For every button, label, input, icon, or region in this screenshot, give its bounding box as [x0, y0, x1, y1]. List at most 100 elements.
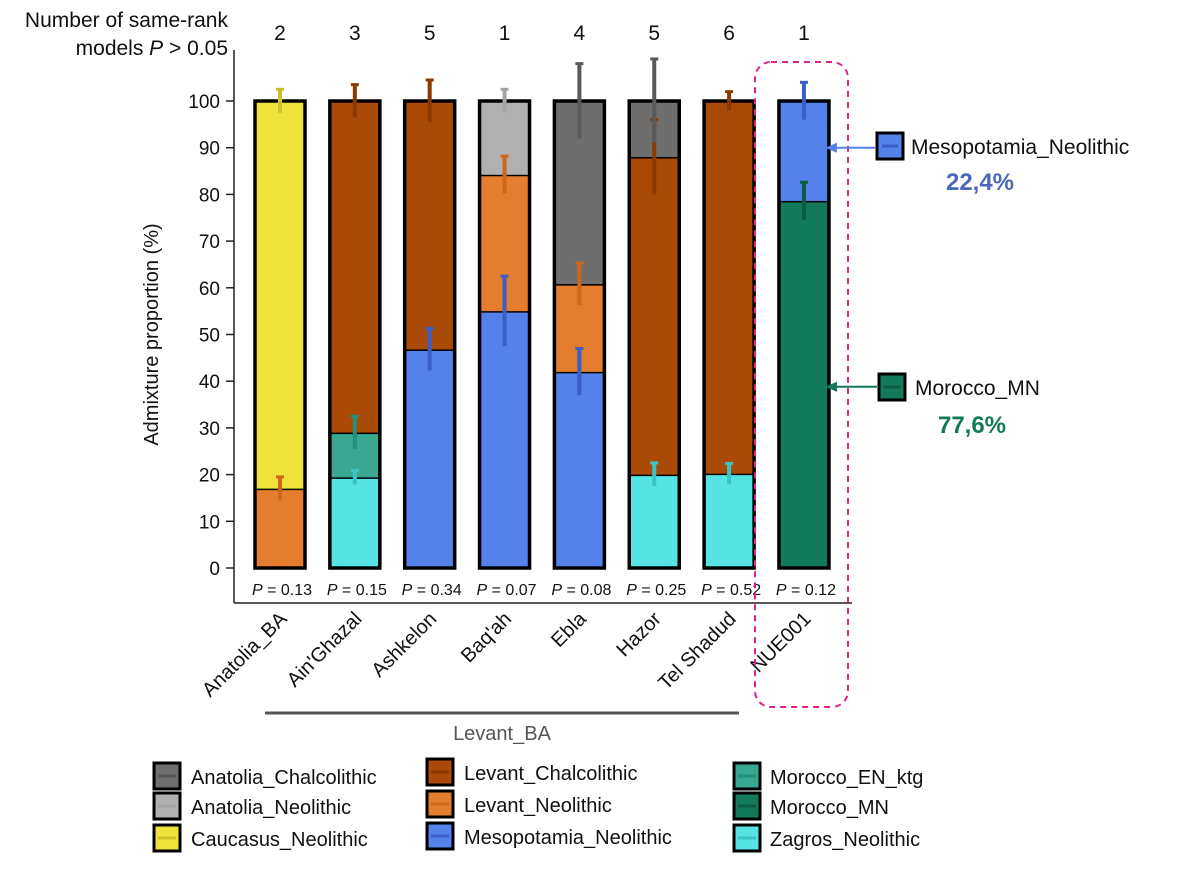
p-value-eq: = — [337, 582, 355, 599]
y-tick-label-30: 30 — [199, 419, 220, 440]
p-value-symbol: P — [327, 582, 338, 599]
x-label-ebla: Ebla — [547, 607, 591, 651]
model-count-tel-shadud: 6 — [723, 22, 735, 45]
bar-segment-ain-ghazal-levant-chalcolithic — [329, 101, 380, 433]
p-value-number: 0.07 — [505, 582, 536, 599]
p-value-number: 0.34 — [431, 582, 462, 599]
callout-arrow-head-mesopotamia-neolithic — [825, 142, 837, 153]
y-tick-label-0: 0 — [209, 559, 220, 580]
model-count-ashkelon: 5 — [424, 22, 436, 45]
legend-group: Anatolia_Chalcolithic Anatolia_Neolithic C… — [152, 757, 923, 853]
p-value-tel-shadud: P = 0.52 — [701, 582, 761, 599]
callout-label-mesopotamia-neolithic: Mesopotamia_Neolithic — [911, 136, 1129, 159]
x-label-nue001: NUE001 — [746, 608, 815, 677]
p-value-eq: = — [787, 582, 805, 599]
bar-segment-ain-ghazal-zagros-neolithic — [329, 477, 380, 568]
header-line-2-p: P — [149, 37, 163, 60]
legend-label-anatolia-chalcolithic: Anatolia_Chalcolithic — [191, 767, 377, 789]
p-value-ain-ghazal: P = 0.15 — [327, 582, 387, 599]
bar-segment-anatolia-ba-caucasus-neolithic — [255, 101, 305, 489]
legend-label-levant-neolithic: Levant_Neolithic — [464, 795, 612, 817]
bar-segment-anatolia-ba-levant-neolithic — [255, 488, 305, 568]
model-count-anatolia-ba: 2 — [274, 22, 286, 45]
nue001-highlight-box — [754, 61, 849, 708]
y-tick-label-50: 50 — [199, 326, 220, 347]
legend-label-levant-chalcolithic: Levant_Chalcolithic — [464, 763, 637, 785]
p-value-number: 0.15 — [356, 582, 387, 599]
y-tick-label-70: 70 — [199, 232, 220, 253]
bar-segment-ashkelon-levant-chalcolithic — [404, 101, 455, 350]
axis-group: 0 10 20 30 40 50 60 70 80 90 100 Admixture proporti… — [141, 50, 852, 604]
legend-label-morocco-mn: Morocco_MN — [770, 797, 889, 819]
p-value-number: 0.52 — [730, 582, 761, 599]
x-label-anatolia-ba: Anatolia_BA — [198, 608, 292, 702]
y-tick-label-20: 20 — [199, 466, 220, 487]
p-value-symbol: P — [626, 582, 637, 599]
legend-label-caucasus-neolithic: Caucasus_Neolithic — [191, 829, 368, 851]
p-value-symbol: P — [551, 582, 562, 599]
p-value-symbol: P — [252, 582, 263, 599]
model-count-hazor: 5 — [648, 22, 660, 45]
pvalue-group: P = 0.13 P = 0.15 P = 0.34 P = 0.07 P = 0.08… — [252, 582, 836, 599]
x-label-ashkelon: Ashkelon — [367, 608, 441, 682]
p-value-hazor: P = 0.25 — [626, 582, 686, 599]
bar-segment-nue001-morocco-mn — [778, 200, 829, 569]
header-group: Number of same-rank models P > 0.05 2 3 5 1 4 5… — [25, 9, 810, 60]
bar-segment-tel-shadud-levant-chalcolithic — [704, 101, 755, 474]
p-value-baq-ah: P = 0.07 — [477, 582, 537, 599]
legend-label-mesopotamia-neolithic: Mesopotamia_Neolithic — [464, 827, 672, 849]
callout-percent-morocco-mn: 77,6% — [938, 412, 1006, 439]
y-tick-label-100: 100 — [188, 92, 220, 113]
bar-segment-tel-shadud-zagros-neolithic — [704, 473, 755, 568]
p-value-symbol: P — [477, 582, 488, 599]
p-value-number: 0.12 — [805, 582, 836, 599]
y-tick-label-40: 40 — [199, 372, 220, 393]
callout-arrow-head-morocco-mn — [825, 381, 837, 392]
highlight-group — [754, 61, 849, 708]
p-value-ebla: P = 0.08 — [551, 582, 611, 599]
bar-segment-baq-ah-mesopotamia-neolithic — [479, 311, 530, 568]
model-count-ebla: 4 — [574, 22, 586, 45]
bar-segment-hazor-zagros-neolithic — [629, 474, 680, 568]
y-tick-label-80: 80 — [199, 185, 220, 206]
y-axis-label: Admixture proportion (%) — [141, 223, 163, 445]
legend-label-zagros-neolithic: Zagros_Neolithic — [770, 829, 920, 851]
p-value-eq: = — [562, 582, 580, 599]
p-value-eq: = — [487, 582, 505, 599]
p-value-symbol: P — [776, 582, 787, 599]
p-value-eq: = — [712, 582, 730, 599]
bar-segment-ebla-mesopotamia-neolithic — [554, 371, 605, 568]
model-count-ain-ghazal: 3 — [349, 22, 361, 45]
p-value-symbol: P — [701, 582, 712, 599]
p-value-number: 0.08 — [580, 582, 611, 599]
header-line-2-prefix: models — [76, 37, 150, 60]
y-tick-label-10: 10 — [199, 512, 220, 533]
p-value-number: 0.13 — [281, 582, 312, 599]
p-value-number: 0.25 — [655, 582, 686, 599]
model-count-baq-ah: 1 — [499, 22, 511, 45]
x-label-baq-ah: Baq'ah — [457, 608, 516, 667]
legend-label-anatolia-neolithic: Anatolia_Neolithic — [191, 797, 351, 819]
p-value-eq: = — [637, 582, 655, 599]
group-label: Levant_BA — [453, 723, 552, 745]
p-value-nue001: P = 0.12 — [776, 582, 836, 599]
p-value-eq: = — [412, 582, 430, 599]
bar-segment-ashkelon-mesopotamia-neolithic — [404, 349, 455, 568]
x-label-hazor: Hazor — [612, 608, 666, 662]
bar-segment-hazor-levant-chalcolithic — [629, 157, 680, 475]
p-value-ashkelon: P = 0.34 — [402, 582, 462, 599]
p-value-anatolia-ba: P = 0.13 — [252, 582, 312, 599]
callout-label-morocco-mn: Morocco_MN — [915, 377, 1040, 400]
header-line-2: models P > 0.05 — [76, 37, 228, 60]
header-line-2-suffix: > 0.05 — [163, 37, 228, 60]
y-tick-label-60: 60 — [199, 279, 220, 300]
header-line-1: Number of same-rank — [25, 9, 229, 32]
legend-label-morocco-en-ktg: Morocco_EN_ktg — [770, 767, 923, 789]
callout-group: Mesopotamia_Neolithic 22,4% Morocco_MN 77,6… — [825, 131, 1129, 439]
p-value-symbol: P — [402, 582, 413, 599]
model-count-nue001: 1 — [798, 22, 810, 45]
x-label-tel-shadud: Tel Shadud — [654, 608, 740, 694]
y-tick-label-90: 90 — [199, 139, 220, 160]
